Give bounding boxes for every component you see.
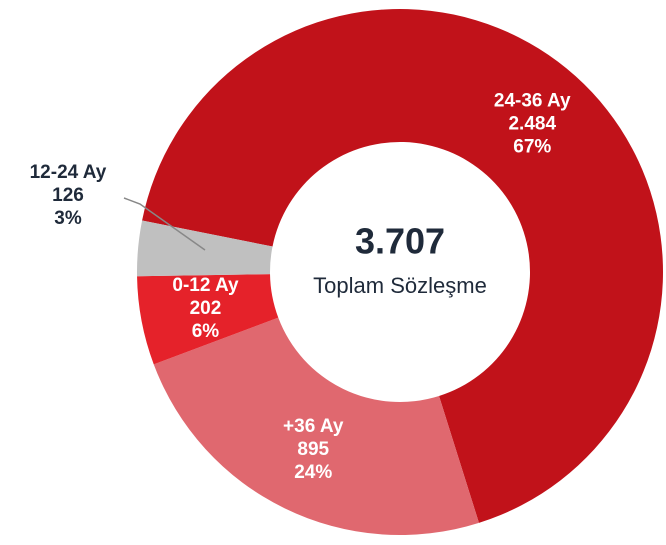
slice [137,274,279,365]
center-title: 3.707 [355,221,445,262]
leader-line [123,197,206,251]
slice [137,220,273,277]
slice-label: 0-12 Ay [172,275,239,296]
slice-label: 67% [513,137,551,158]
slice-label: 3% [54,208,82,229]
slice-label: 6% [192,321,220,342]
center-subtitle: Toplam Sözleşme [313,273,487,298]
slice-label: 24% [294,462,332,483]
slice-label: +36 Ay [283,416,344,437]
slice-label: 202 [190,298,222,319]
slice [142,9,663,523]
slice-label: 2.484 [508,114,556,135]
slice-label: 12-24 Ay [30,162,107,183]
slice [153,317,479,535]
slice-label: 895 [297,439,329,460]
slice-label: 126 [52,185,84,206]
slice-label: 24-36 Ay [494,91,571,112]
